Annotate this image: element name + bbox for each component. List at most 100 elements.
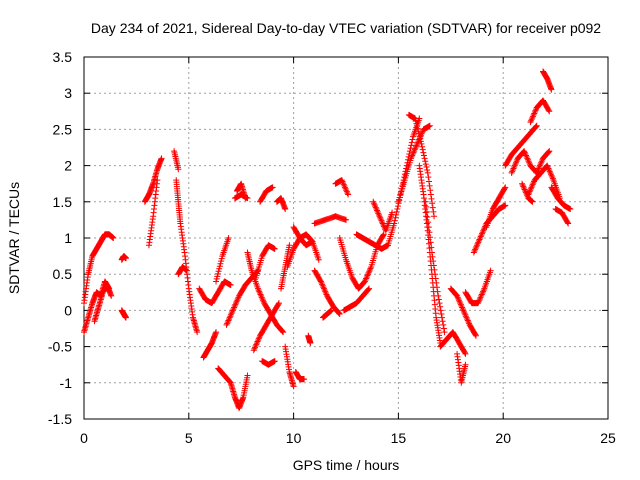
data-point: [476, 297, 483, 304]
data-point: [549, 174, 556, 181]
series-arc53: [525, 162, 563, 202]
data-point: [429, 200, 436, 207]
data-point: [427, 239, 434, 246]
series-arc25: [282, 343, 297, 390]
series-arc48: [483, 184, 509, 231]
data-point: [234, 295, 241, 302]
data-point: [462, 313, 469, 320]
data-point: [259, 295, 266, 302]
data-point: [380, 231, 387, 238]
data-point: [472, 331, 479, 338]
data-point: [426, 182, 433, 189]
x-tick-label: 15: [391, 430, 407, 446]
data-point: [519, 180, 526, 187]
data-point: [391, 217, 398, 224]
data-point: [417, 135, 424, 142]
data-point: [259, 297, 266, 304]
data-point: [429, 204, 436, 211]
data-point: [343, 187, 350, 194]
data-point: [519, 182, 526, 189]
data-point: [423, 203, 430, 210]
data-point: [233, 298, 240, 305]
data-point: [213, 275, 220, 282]
data-point: [440, 325, 447, 332]
data-point: [318, 279, 325, 286]
data-point: [260, 298, 267, 305]
data-point: [473, 243, 480, 250]
data-point: [411, 146, 418, 153]
data-point: [458, 303, 465, 310]
data-point: [229, 307, 236, 314]
data-point: [464, 316, 471, 323]
data-point: [362, 276, 369, 283]
data-point: [374, 208, 381, 215]
series-arc42: [422, 198, 448, 336]
data-point: [510, 165, 517, 172]
data-point: [431, 213, 438, 220]
data-point: [218, 258, 225, 265]
data-point: [375, 211, 382, 218]
data-point: [413, 143, 420, 150]
data-point: [343, 216, 349, 223]
data-point: [520, 185, 527, 192]
data-point: [255, 337, 262, 344]
data-point: [546, 168, 553, 175]
series-arc3: [91, 282, 115, 325]
data-point: [339, 178, 346, 185]
data-point: [512, 161, 519, 168]
data-point: [335, 309, 342, 316]
data-point: [528, 117, 535, 124]
data-point: [513, 158, 520, 165]
data-point: [213, 278, 220, 285]
data-point: [439, 318, 446, 325]
data-point: [545, 107, 552, 114]
data-point: [474, 240, 481, 247]
data-point: [522, 189, 529, 196]
data-point: [545, 149, 552, 156]
data-point: [224, 318, 231, 325]
data-point: [380, 232, 387, 239]
series-arc45: [454, 350, 469, 386]
data-point: [218, 255, 225, 262]
data-point: [567, 206, 574, 213]
data-point: [338, 177, 345, 184]
data-point: [154, 177, 161, 184]
series-arc39: [395, 122, 433, 205]
data-point: [532, 107, 539, 114]
data-point: [340, 179, 347, 186]
data-point: [530, 179, 537, 186]
data-point: [425, 174, 432, 181]
data-point: [317, 278, 324, 285]
data-point: [475, 237, 482, 244]
data-point: [342, 185, 349, 192]
data-point: [456, 298, 463, 305]
series-arc7: [145, 177, 161, 249]
data-point: [478, 292, 485, 299]
data-point: [435, 296, 442, 303]
data-point: [429, 253, 436, 260]
data-point: [183, 267, 190, 274]
data-point: [414, 123, 421, 130]
series-arc13: [215, 365, 251, 412]
data-point: [478, 291, 485, 298]
data-point: [412, 115, 419, 122]
data-point: [428, 244, 435, 251]
data-point: [413, 120, 420, 127]
data-point: [522, 187, 529, 194]
data-point: [523, 190, 530, 197]
x-tick-label: 20: [495, 430, 511, 446]
data-point: [252, 342, 259, 349]
series-arc43: [437, 329, 469, 357]
series-arc46: [462, 267, 494, 307]
series-arc51: [527, 97, 553, 126]
data-point: [408, 142, 415, 149]
data-point: [464, 317, 471, 324]
data-point: [254, 285, 261, 292]
data-point: [529, 114, 536, 121]
x-tick-label: 0: [80, 430, 88, 446]
series-arc49: [502, 122, 540, 169]
data-point: [527, 187, 534, 194]
data-point: [522, 151, 529, 158]
series-arc30: [305, 332, 314, 346]
y-tick-label: 0.5: [53, 266, 73, 282]
